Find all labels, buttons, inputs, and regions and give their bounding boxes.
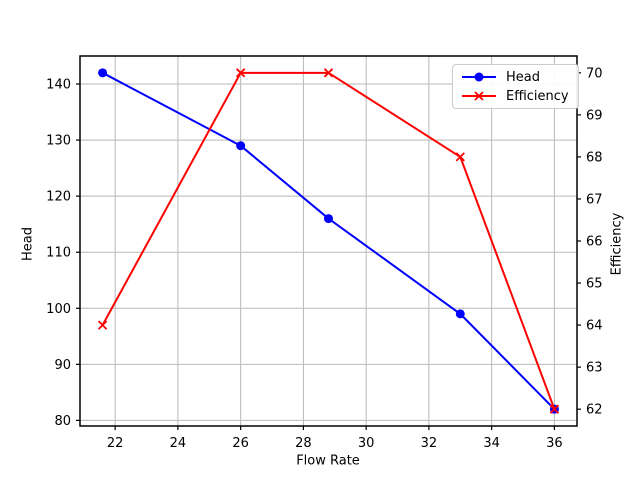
y-left-tick-label: 110: [46, 246, 71, 261]
x-tick-label: 34: [483, 436, 500, 451]
series-line-head: [102, 71, 556, 410]
data-point-x-marker: [236, 68, 246, 78]
x-tick-label: 30: [358, 436, 375, 451]
x-tick-label: 26: [232, 436, 249, 451]
x-tick-label: 22: [107, 436, 124, 451]
x-tick-label: 28: [295, 436, 312, 451]
data-point-x-marker: [455, 152, 465, 162]
y-right-tick-label: 65: [586, 277, 603, 292]
x-tick-label: 32: [421, 436, 438, 451]
y-left-tick-label: 90: [54, 358, 71, 373]
y-left-tick-label: 100: [46, 302, 71, 317]
y-left-tick-label: 140: [46, 78, 71, 93]
legend-item-efficiency: Efficiency: [460, 88, 569, 104]
data-point-x-marker: [323, 68, 334, 78]
legend: Head Efficiency: [452, 64, 579, 109]
legend-label: Head: [506, 69, 540, 85]
x-axis-label: Flow Rate: [296, 453, 360, 469]
data-point-circle-marker: [455, 309, 465, 319]
y-right-tick-label: 68: [586, 150, 603, 165]
y-right-tick-label: 70: [586, 66, 603, 81]
series-line-efficiency: [101, 71, 556, 410]
legend-item-head: Head: [460, 69, 569, 85]
y-right-tick-label: 69: [586, 108, 603, 123]
y-right-tick-label: 64: [586, 319, 603, 334]
legend-sample-circle-icon: [462, 72, 496, 82]
data-point-circle-marker: [98, 68, 108, 78]
plot-border: [79, 55, 578, 427]
y-right-tick-label: 66: [586, 235, 603, 250]
y-left-tick-label: 130: [46, 134, 71, 149]
y-left-tick-label: 80: [54, 414, 71, 429]
data-point-circle-marker: [324, 214, 333, 224]
legend-label: Efficiency: [506, 88, 569, 104]
y-right-tick-label: 63: [586, 361, 603, 376]
y-axis-label-left: Head: [20, 227, 36, 261]
data-point-x-marker: [97, 320, 108, 330]
x-tick-label: 36: [546, 436, 563, 451]
data-point-x-marker: [549, 404, 560, 414]
data-point-circle-marker: [236, 141, 246, 151]
legend-sample-x-icon: [462, 91, 496, 101]
x-tick-label: 24: [170, 436, 187, 451]
y-right-tick-label: 67: [586, 192, 603, 207]
y-axis-label-right: Efficiency: [609, 212, 625, 276]
y-right-tick-label: 62: [586, 403, 603, 418]
y-left-tick-label: 120: [46, 190, 71, 205]
